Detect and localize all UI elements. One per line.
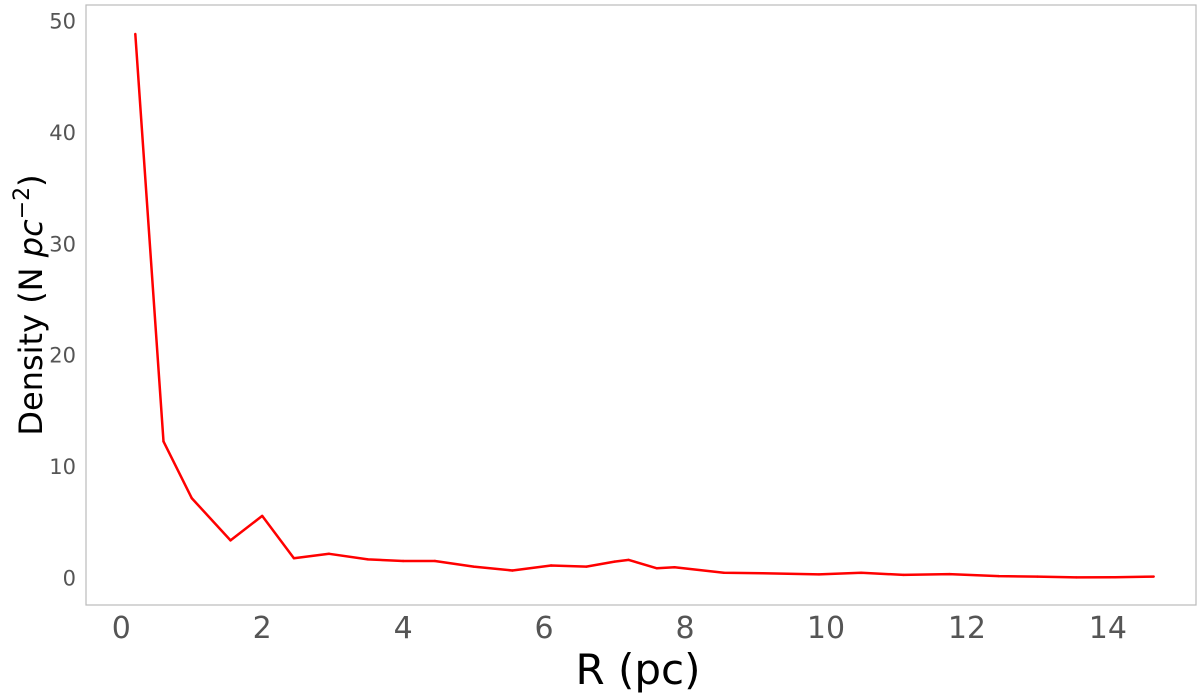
y-tick-label: 40 bbox=[49, 121, 76, 145]
data-point bbox=[817, 573, 821, 576]
data-point bbox=[134, 32, 137, 36]
x-tick-labels: 0 2 4 6 8 10 12 14 bbox=[112, 611, 1127, 646]
data-point bbox=[613, 560, 616, 563]
density-data-points bbox=[134, 32, 1155, 579]
data-point bbox=[1152, 575, 1155, 578]
data-point bbox=[511, 569, 514, 572]
x-tick-label: 6 bbox=[535, 611, 554, 646]
y-tick-label: 0 bbox=[63, 566, 76, 590]
y-axis-title: Density (N pc−2) bbox=[10, 174, 50, 435]
data-point bbox=[401, 559, 405, 563]
y-tick-labels: 0 10 20 30 40 50 bbox=[49, 10, 76, 591]
x-tick-label: 8 bbox=[676, 611, 695, 646]
y-axis-title-suffix: ) bbox=[12, 174, 50, 186]
data-point bbox=[190, 496, 193, 500]
data-point bbox=[860, 571, 863, 574]
data-point bbox=[549, 564, 553, 567]
data-point bbox=[655, 567, 659, 570]
data-point bbox=[292, 557, 296, 560]
data-point bbox=[902, 573, 905, 577]
data-point bbox=[327, 552, 331, 555]
plot-frame bbox=[85, 4, 1197, 606]
data-point bbox=[433, 559, 437, 563]
data-point bbox=[673, 566, 676, 569]
data-point bbox=[627, 558, 630, 562]
y-axis-title-prefix: Density (N bbox=[12, 257, 50, 435]
y-axis-title-exponent: −2 bbox=[10, 187, 35, 219]
data-point bbox=[162, 440, 165, 443]
x-tick-label: 10 bbox=[807, 611, 845, 646]
data-point bbox=[1036, 575, 1039, 578]
data-point bbox=[366, 558, 370, 561]
data-point bbox=[261, 514, 264, 518]
x-tick-label: 2 bbox=[253, 611, 272, 646]
x-tick-label: 12 bbox=[948, 611, 986, 646]
data-point bbox=[722, 571, 725, 574]
y-tick-label: 50 bbox=[49, 10, 76, 34]
data-point bbox=[229, 539, 232, 542]
y-tick-label: 20 bbox=[49, 344, 76, 368]
x-tick-label: 0 bbox=[112, 611, 131, 646]
x-tick-label: 4 bbox=[394, 611, 413, 646]
data-point bbox=[472, 565, 475, 568]
y-axis-title-unit: pc bbox=[12, 219, 50, 258]
x-tick-label: 14 bbox=[1089, 611, 1127, 646]
x-axis-title: R (pc) bbox=[575, 645, 700, 694]
data-point bbox=[1113, 576, 1117, 579]
data-point bbox=[948, 572, 951, 576]
data-point bbox=[761, 572, 764, 575]
data-point bbox=[585, 565, 588, 568]
y-tick-label: 10 bbox=[49, 455, 76, 479]
data-point bbox=[997, 574, 1000, 578]
data-point bbox=[1075, 576, 1078, 579]
y-tick-label: 30 bbox=[49, 232, 76, 256]
